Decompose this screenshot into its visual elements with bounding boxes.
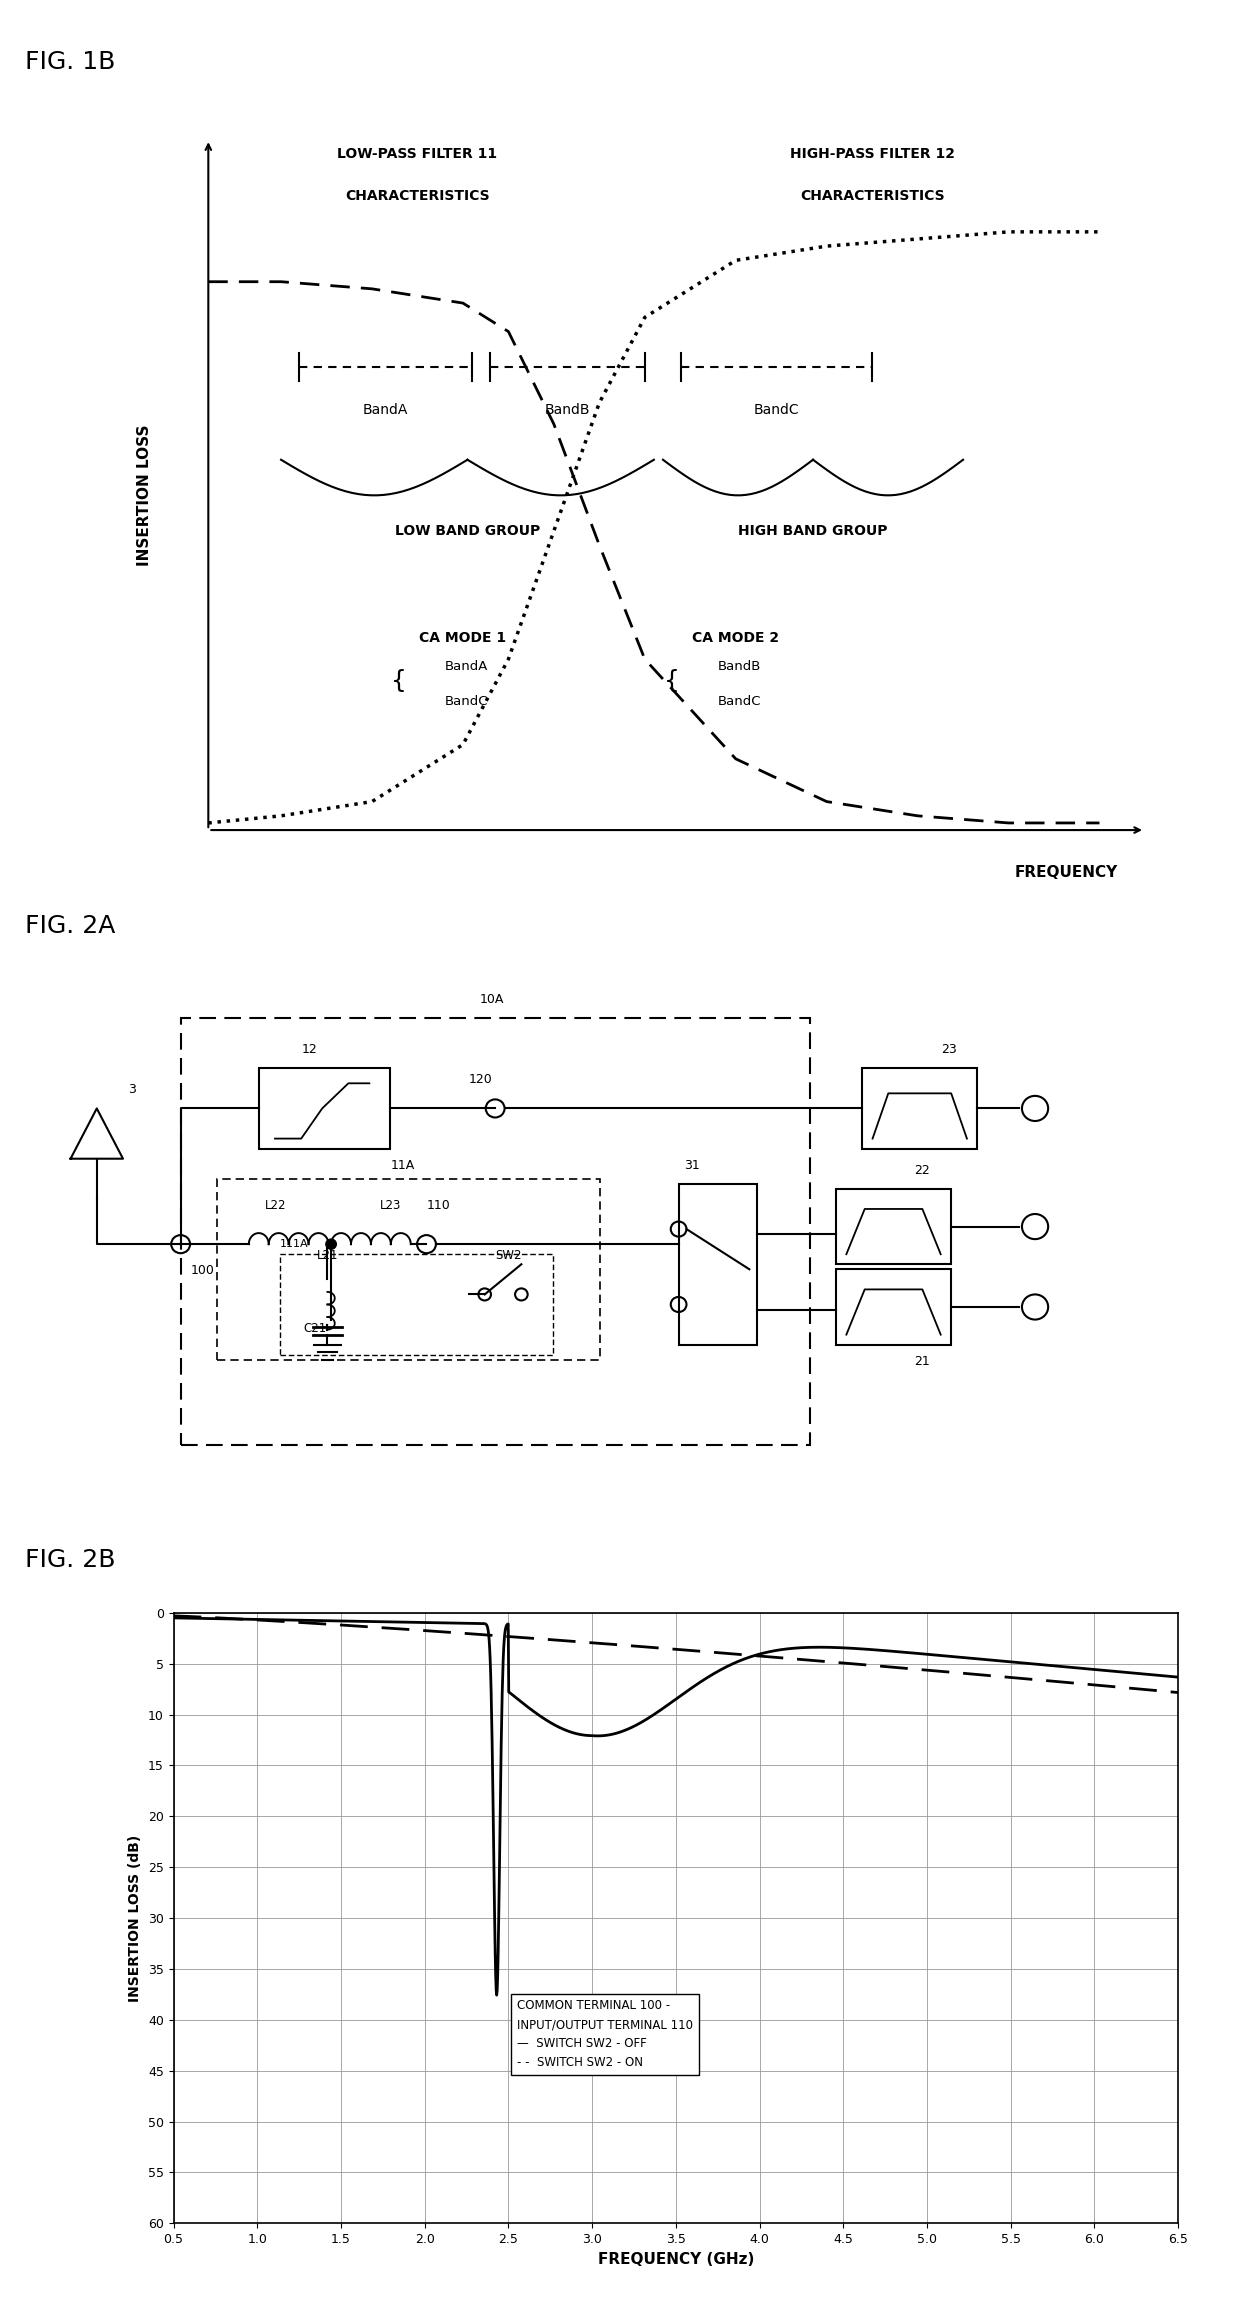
Text: HIGH-PASS FILTER 12: HIGH-PASS FILTER 12	[790, 147, 955, 161]
Text: HIGH BAND GROUP: HIGH BAND GROUP	[738, 523, 888, 537]
Circle shape	[326, 1240, 336, 1249]
Text: BandC: BandC	[754, 403, 800, 417]
Text: INSERTION LOSS: INSERTION LOSS	[138, 424, 153, 567]
Text: 21: 21	[915, 1355, 930, 1369]
Text: L21: L21	[317, 1249, 339, 1263]
Text: CHARACTERISTICS: CHARACTERISTICS	[345, 189, 490, 203]
Text: BandB: BandB	[544, 403, 590, 417]
Text: C21: C21	[304, 1322, 327, 1334]
Text: BandB: BandB	[718, 659, 761, 673]
Text: LOW-PASS FILTER 11: LOW-PASS FILTER 11	[337, 147, 497, 161]
Bar	[217, 1180, 600, 1359]
Text: COMMON TERMINAL 100 -
INPUT/OUTPUT TERMINAL 110
—  SWITCH SW2 - OFF
- -  SWITCH : COMMON TERMINAL 100 - INPUT/OUTPUT TERMI…	[517, 2000, 693, 2069]
Text: 31: 31	[684, 1159, 699, 1173]
X-axis label: FREQUENCY (GHz): FREQUENCY (GHz)	[598, 2251, 754, 2267]
Bar	[181, 1018, 810, 1445]
Text: 3: 3	[128, 1083, 136, 1097]
Bar	[862, 1069, 977, 1150]
Text: 10A: 10A	[480, 993, 503, 1007]
Text: 23: 23	[941, 1044, 956, 1055]
Text: 111A: 111A	[280, 1240, 309, 1249]
Text: {: {	[665, 668, 680, 694]
Text: {: {	[392, 668, 407, 694]
Y-axis label: INSERTION LOSS (dB): INSERTION LOSS (dB)	[128, 1834, 143, 2002]
Text: BandC: BandC	[718, 696, 761, 707]
Text: 12: 12	[301, 1044, 317, 1055]
Text: FREQUENCY: FREQUENCY	[1014, 866, 1117, 880]
Text: CA MODE 2: CA MODE 2	[692, 631, 779, 645]
Text: BandA: BandA	[363, 403, 408, 417]
Text: FIG. 2B: FIG. 2B	[25, 1548, 115, 1571]
Text: LOW BAND GROUP: LOW BAND GROUP	[394, 523, 541, 537]
Bar	[836, 1189, 951, 1265]
Text: 120: 120	[469, 1074, 492, 1085]
Text: L22: L22	[264, 1198, 286, 1212]
Text: 110: 110	[427, 1198, 450, 1212]
Bar	[678, 1184, 758, 1346]
Text: FIG. 2A: FIG. 2A	[25, 915, 115, 938]
Text: 11A: 11A	[391, 1159, 414, 1173]
Text: BandA: BandA	[445, 659, 489, 673]
Text: 100: 100	[191, 1265, 215, 1276]
Text: 22: 22	[915, 1164, 930, 1177]
Text: CA MODE 1: CA MODE 1	[419, 631, 506, 645]
Text: FIG. 1B: FIG. 1B	[25, 51, 115, 74]
Text: CHARACTERISTICS: CHARACTERISTICS	[800, 189, 945, 203]
Bar	[280, 1253, 553, 1355]
Text: SW2: SW2	[495, 1249, 522, 1263]
Text: L23: L23	[379, 1198, 402, 1212]
Text: BandC: BandC	[445, 696, 489, 707]
Bar	[259, 1069, 391, 1150]
Bar	[836, 1270, 951, 1346]
